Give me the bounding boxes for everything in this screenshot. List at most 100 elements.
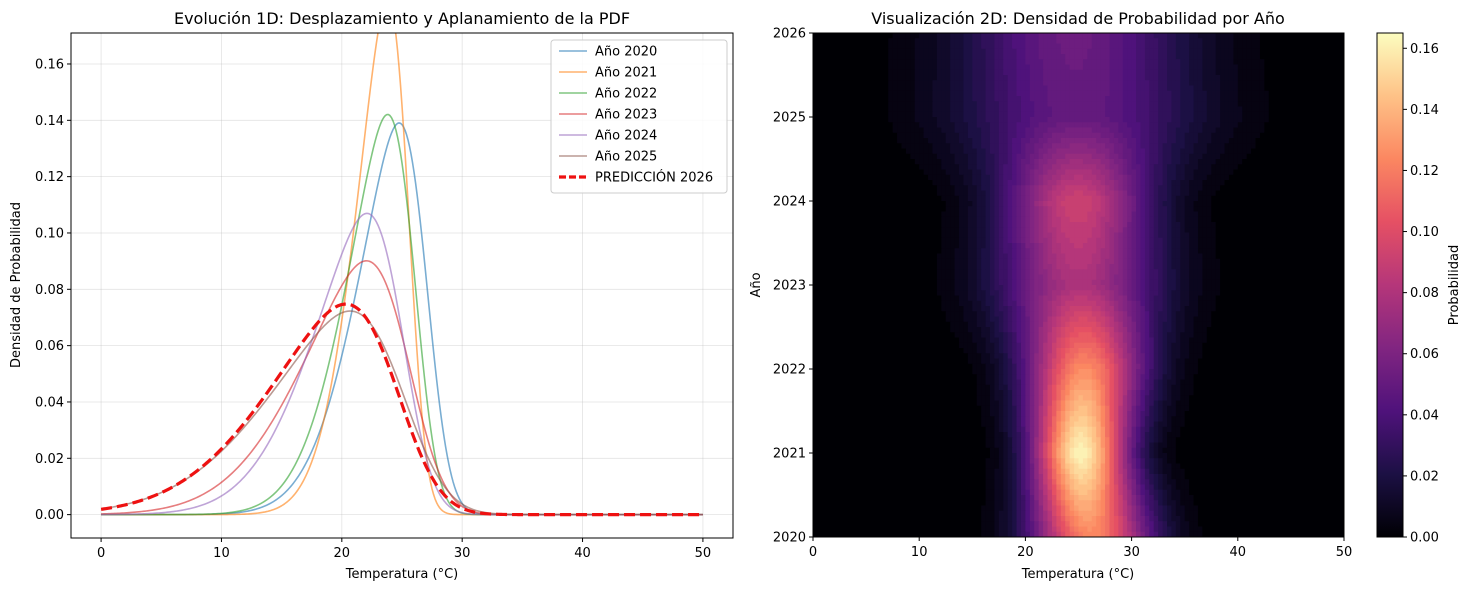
heatmap-cell: [817, 138, 823, 144]
heatmap-cell: [874, 237, 880, 244]
heatmap-cell: [950, 33, 956, 39]
heatmap-cell: [1016, 185, 1022, 192]
heatmap-cell: [990, 206, 996, 213]
heatmap-cell: [843, 211, 849, 218]
heatmap-cell: [888, 75, 894, 81]
heatmap-cell: [919, 222, 925, 228]
heatmap-cell: [1065, 96, 1071, 102]
heatmap-cell: [835, 111, 841, 118]
heatmap-cell: [1096, 195, 1102, 202]
heatmap-cell: [888, 96, 894, 102]
heatmap-cell: [1144, 180, 1150, 186]
heatmap-cell: [1069, 206, 1075, 213]
heatmap-cell: [857, 211, 863, 218]
heatmap-cell: [1118, 69, 1124, 76]
heatmap-cell: [1211, 111, 1217, 118]
heatmap-cell: [1025, 169, 1031, 176]
heatmap-cell: [888, 143, 894, 150]
heatmap-cell: [1206, 195, 1212, 202]
heatmap-cell: [1029, 237, 1035, 244]
heatmap-cell: [1038, 148, 1044, 155]
heatmap-cell: [1197, 127, 1203, 134]
heatmap-cell: [981, 132, 987, 139]
heatmap-cell: [1105, 206, 1111, 213]
heatmap-cell: [1206, 159, 1212, 165]
heatmap-cell: [998, 227, 1004, 234]
heatmap-cell: [1321, 216, 1327, 223]
heatmap-cell: [1264, 80, 1270, 87]
heatmap-cell: [813, 206, 819, 213]
heatmap-cell: [857, 227, 863, 234]
heatmap-cell: [914, 243, 920, 249]
heatmap-cell: [919, 232, 925, 239]
heatmap-cell: [976, 127, 982, 134]
heatmap-cell: [1069, 132, 1075, 139]
heatmap-cell: [1175, 211, 1181, 218]
heatmap-cell: [936, 138, 942, 144]
heatmap-cell: [1122, 106, 1128, 113]
heatmap-cell: [1171, 169, 1177, 176]
heatmap-cell: [813, 48, 819, 55]
heatmap-cell: [852, 69, 858, 76]
heatmap-cell: [1100, 243, 1106, 249]
heatmap-cell: [910, 164, 916, 171]
heatmap-cell: [1193, 132, 1199, 139]
heatmap-cell: [901, 164, 907, 171]
heatmap-cell: [1321, 33, 1327, 39]
heatmap-cell: [1228, 43, 1234, 50]
heatmap-cell: [1299, 180, 1305, 186]
heatmap-cell: [1242, 96, 1248, 102]
heatmap-cell: [941, 43, 947, 50]
heatmap-cell: [914, 227, 920, 234]
heatmap-cell: [848, 138, 854, 144]
heatmap-cell: [1246, 164, 1252, 171]
heatmap-cell: [1171, 216, 1177, 223]
heatmap-cell: [914, 90, 920, 97]
heatmap-cell: [1038, 216, 1044, 223]
heatmap-cell: [990, 222, 996, 228]
heatmap-cell: [835, 132, 841, 139]
heatmap-cell: [1167, 127, 1173, 134]
heatmap-cell: [910, 227, 916, 234]
heatmap-cell: [1330, 59, 1336, 66]
heatmap-cell: [1242, 195, 1248, 202]
heatmap-cell: [813, 64, 819, 71]
heatmap-cell: [1167, 90, 1173, 97]
heatmap-cell: [990, 132, 996, 139]
heatmap-cell: [923, 127, 929, 134]
heatmap-cell: [905, 201, 911, 207]
heatmap-cell: [888, 232, 894, 239]
heatmap-cell: [1264, 211, 1270, 218]
heatmap-cell: [852, 148, 858, 155]
heatmap-cell: [874, 43, 880, 50]
heatmap-cell: [941, 75, 947, 81]
heatmap-cell: [967, 180, 973, 186]
heatmap-cell: [1012, 216, 1018, 223]
heatmap-cell: [950, 164, 956, 171]
heatmap-cell: [1025, 143, 1031, 150]
heatmap-cell: [932, 106, 938, 113]
heatmap-cell: [1242, 143, 1248, 150]
heatmap-cell: [1242, 85, 1248, 92]
heatmap-cell: [1096, 117, 1102, 123]
heatmap-cell: [1051, 101, 1057, 108]
heatmap-cell: [954, 132, 960, 139]
heatmap-cell: [1149, 127, 1155, 134]
heatmap-cell: [972, 216, 978, 223]
heatmap-cell: [1113, 216, 1119, 223]
heatmap-cell: [888, 164, 894, 171]
heatmap-cell: [870, 111, 876, 118]
heatmap-cell: [1246, 216, 1252, 223]
heatmap-cell: [1051, 48, 1057, 55]
heatmap-cell: [1295, 243, 1301, 249]
heatmap-cell: [1242, 216, 1248, 223]
heatmap-cell: [1313, 132, 1319, 139]
heatmap-cell: [1034, 222, 1040, 228]
heatmap-cell: [936, 85, 942, 92]
heatmap-cell: [1326, 222, 1332, 228]
heatmap-cell: [1060, 106, 1066, 113]
heatmap-cell: [950, 159, 956, 165]
heatmap-cell: [888, 117, 894, 123]
heatmap-cell: [1317, 90, 1323, 97]
heatmap-cell: [998, 222, 1004, 228]
